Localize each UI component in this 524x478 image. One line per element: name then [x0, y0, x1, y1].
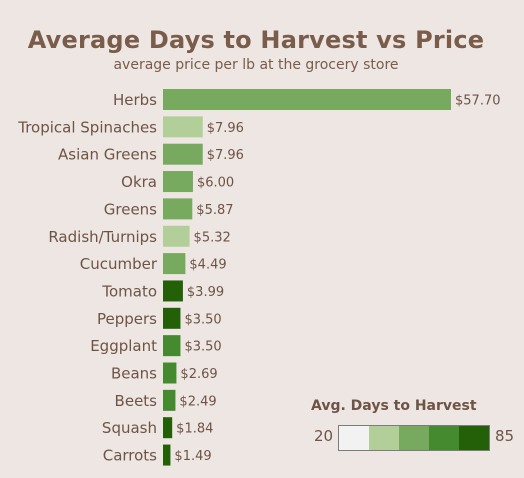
bar[interactable]: [163, 389, 176, 411]
category-label: Beans: [111, 365, 157, 383]
chart-subtitle: average price per lb at the grocery stor…: [113, 57, 399, 73]
bar[interactable]: [163, 198, 193, 220]
value-label: $6.00: [197, 176, 234, 191]
value-label: $7.96: [207, 121, 244, 136]
bar[interactable]: [163, 143, 203, 165]
legend-swatch: [459, 426, 489, 450]
category-label: Cucumber: [80, 255, 158, 273]
value-label: $3.50: [184, 340, 221, 355]
bar[interactable]: [163, 280, 183, 302]
bar[interactable]: [163, 417, 173, 439]
value-label: $1.49: [174, 449, 211, 464]
value-label: $1.84: [176, 422, 213, 437]
chart-title: Average Days to Harvest vs Price: [27, 26, 485, 54]
value-label: $2.69: [180, 367, 217, 382]
bar[interactable]: [163, 362, 177, 384]
category-label: Asian Greens: [58, 146, 157, 164]
category-label: Greens: [104, 200, 157, 218]
value-label: $4.49: [189, 258, 226, 273]
value-label: $7.96: [207, 148, 244, 163]
bars-layer: Herbs $57.70 Tropical Spinaches $7.96 Asian …: [17, 89, 501, 466]
category-label: Tropical Spinaches: [17, 118, 157, 136]
category-label: Herbs: [113, 91, 157, 109]
bar[interactable]: [163, 335, 181, 357]
category-label: Radish/Turnips: [48, 228, 157, 246]
category-label: Squash: [102, 419, 157, 437]
category-label: Eggplant: [90, 337, 157, 355]
bar[interactable]: [163, 253, 186, 275]
legend-swatch: [339, 426, 369, 450]
color-legend-scale: [338, 425, 490, 451]
value-label: $57.70: [455, 94, 501, 109]
category-label: Peppers: [97, 310, 157, 328]
bar[interactable]: [163, 225, 190, 247]
bar[interactable]: [163, 116, 203, 138]
category-label: Okra: [121, 173, 157, 191]
legend-min-label: 20: [314, 427, 334, 445]
value-label: $2.49: [179, 394, 216, 409]
category-label: Carrots: [103, 447, 157, 465]
legend-swatch: [399, 426, 429, 450]
legend-title: Avg. Days to Harvest: [311, 398, 477, 414]
value-label: $5.32: [194, 230, 231, 245]
legend-swatch: [369, 426, 399, 450]
value-label: $3.50: [184, 312, 221, 327]
category-label: Tomato: [101, 282, 157, 300]
bar[interactable]: [163, 444, 171, 466]
bar[interactable]: [163, 89, 451, 110]
bar[interactable]: [163, 171, 193, 193]
bar[interactable]: [163, 307, 181, 329]
legend-swatch: [429, 426, 459, 450]
legend-max-label: 85: [495, 427, 515, 445]
category-label: Beets: [115, 392, 158, 410]
value-label: $5.87: [196, 203, 233, 218]
value-label: $3.99: [187, 285, 224, 300]
